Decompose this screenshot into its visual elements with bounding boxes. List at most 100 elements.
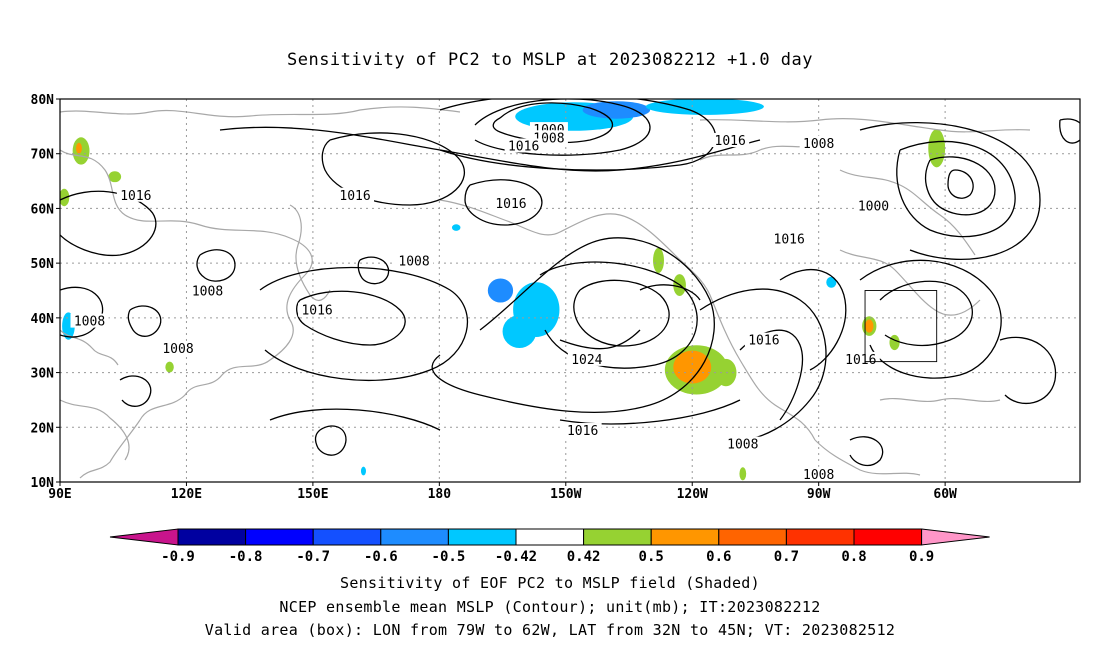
sensitivity-patch (645, 99, 764, 115)
longitude-label: 90W (807, 487, 831, 502)
latitude-label: 60N (31, 202, 55, 217)
colorbar-above-triangle (921, 528, 990, 546)
colorbar-label: -0.8 (229, 549, 263, 565)
mslp-contour (269, 408, 441, 431)
sensitivity-patch (76, 142, 82, 154)
longitude-label: 180 (428, 487, 452, 502)
colorbar-segment (853, 528, 923, 546)
coastline (814, 439, 921, 476)
coastline (439, 199, 676, 256)
contour-label-bg (567, 351, 606, 366)
sensitivity-patch (487, 278, 514, 303)
contour-labels: 1000100810161016100810001016101610161016… (70, 122, 893, 483)
latitude-label: 20N (31, 421, 55, 436)
contour-label: 1008 (162, 342, 193, 357)
contour-label-bg (744, 332, 783, 347)
colorbar-segment (245, 528, 314, 546)
contour-label-bg (159, 340, 198, 355)
mslp-contour (492, 102, 613, 144)
mslp-contour (259, 266, 469, 382)
mslp-contour (296, 290, 406, 346)
sensitivity-patch (715, 358, 737, 387)
sensitivity-patch (165, 361, 174, 373)
coastline (699, 144, 816, 161)
colorbar-segment (583, 528, 652, 546)
mslp-contour (357, 256, 390, 285)
colorbar-segment (718, 528, 787, 546)
contour-label: 1000 (858, 200, 889, 215)
caption-line-1: Sensitivity of EOF PC2 to MSLP field (Sh… (340, 574, 760, 592)
mslp-contour (699, 288, 827, 441)
mslp-contour (196, 249, 236, 282)
coastline (674, 254, 816, 441)
coastline (139, 274, 306, 421)
contour-label-bg (770, 231, 809, 246)
colorbar-label: 0.8 (841, 549, 866, 565)
mslp-contour (321, 132, 466, 206)
mslp-contour (314, 425, 347, 456)
longitude-label: 60W (933, 487, 957, 502)
contour-label: 1016 (774, 233, 805, 248)
mslp-contour (559, 399, 741, 425)
colorbar-label: -0.7 (296, 549, 330, 565)
colorbar-label: 0.42 (567, 549, 601, 565)
colorbar-label: 0.6 (706, 549, 731, 565)
colorbar-label: 0.5 (639, 549, 664, 565)
contour-label-bg (504, 138, 543, 153)
longitude-label: 90E (48, 487, 71, 502)
colorbar-label: -0.5 (432, 549, 466, 565)
map-frame (59, 98, 1081, 483)
mslp-contours (60, 99, 1080, 467)
contour-label: 1008 (727, 438, 758, 453)
contour-label-bg (799, 466, 838, 481)
colorbar-segment (785, 528, 855, 546)
coastline (79, 419, 141, 479)
coastline (60, 399, 130, 461)
colorbar-label: -0.42 (495, 549, 537, 565)
sensitivity-patch (826, 276, 837, 288)
coastline (699, 118, 1031, 133)
contour-label: 1008 (192, 285, 223, 300)
mslp-contour (60, 190, 157, 257)
colorbar-label: 0.7 (774, 549, 799, 565)
sensitivity-patch (653, 247, 664, 273)
sensitivity-patch (108, 171, 122, 183)
sensitivity-patch (502, 315, 537, 348)
sensitivity-patch (889, 334, 900, 351)
mslp-contour (859, 122, 1041, 260)
mslp-contour (999, 336, 1057, 404)
coastlines (60, 106, 1031, 479)
mslp-contour (896, 140, 1016, 238)
latitude-label: 50N (31, 257, 55, 272)
longitude-label: 120W (677, 487, 708, 502)
contour-label: 1016 (567, 424, 598, 439)
latitude-label: 80N (31, 93, 55, 108)
contour-label: 1016 (715, 134, 746, 149)
latitude-label: 40N (31, 312, 55, 327)
colorbar-label: 0.9 (909, 549, 934, 565)
colorbar-segment (312, 528, 382, 546)
colorbar-segment (177, 528, 247, 546)
colorbar: -0.9 -0.8 -0.7 -0.6 -0.5 -0.42 0.42 0.5 0.6 0.7 0.… (109, 528, 990, 565)
mslp-contour (559, 329, 641, 350)
mslp-contour (859, 259, 1002, 379)
mslp-contour (431, 237, 715, 414)
colorbar-below-triangle (109, 528, 179, 546)
sensitivity-patch (582, 101, 651, 119)
contour-label: 1008 (803, 137, 834, 152)
mslp-contour (947, 169, 974, 199)
colorbar-label: -0.9 (161, 549, 195, 565)
mslp-contour (573, 279, 670, 347)
mslp-contour (879, 280, 973, 347)
coastline (289, 204, 331, 302)
longitude-label: 150E (297, 487, 328, 502)
contour-label-bg (116, 187, 155, 202)
coastline (60, 149, 313, 276)
latitude-label: 70N (31, 148, 55, 163)
colorbar-segment (380, 528, 449, 546)
grid-lines (60, 99, 1080, 482)
sensitivity-patch (451, 224, 461, 231)
mslp-contour (1059, 118, 1080, 144)
mslp-contour (219, 126, 761, 172)
contour-label: 1016 (120, 189, 151, 204)
